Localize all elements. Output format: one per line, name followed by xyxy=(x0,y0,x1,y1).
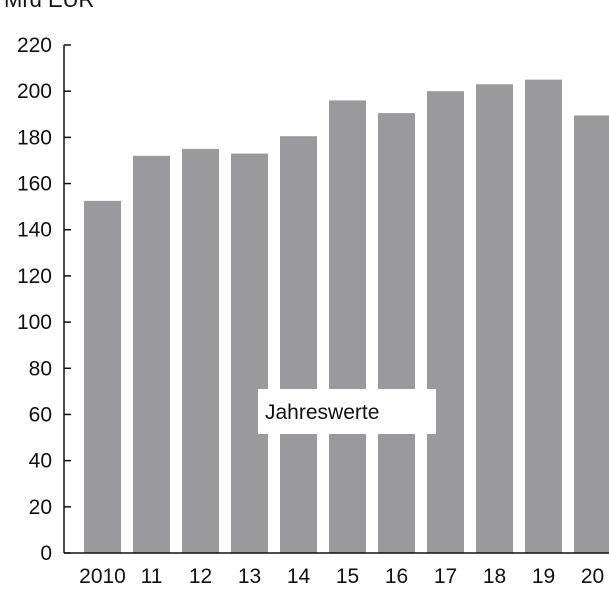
x-tick-label: 17 xyxy=(434,565,457,586)
bar-16 xyxy=(378,113,415,554)
bar-12 xyxy=(182,148,219,553)
x-tick-label: 18 xyxy=(483,565,506,586)
x-tick-label: 19 xyxy=(532,565,555,586)
y-tick-label: 160 xyxy=(17,173,52,196)
y-axis: 0 20 40 60 80 100 120 140 160 180 200 220 xyxy=(17,34,609,565)
y-tick-label: 120 xyxy=(17,265,52,288)
bar-11 xyxy=(133,155,170,553)
bar-15 xyxy=(329,100,366,553)
y-tick-label: 100 xyxy=(17,311,52,334)
bar-2010 xyxy=(84,200,121,553)
annotation-box xyxy=(258,389,436,434)
annotation-layer: Jahreswerte xyxy=(258,389,436,434)
x-tick-label: 11 xyxy=(141,565,163,586)
x-axis-tick-labels: 2010 11 12 13 14 15 16 17 18 19 20 xyxy=(79,565,604,588)
x-tick-label: 2010 xyxy=(79,565,126,586)
bar-18 xyxy=(476,84,513,553)
x-tick-label: 15 xyxy=(336,565,359,586)
y-tick-label: 80 xyxy=(29,357,52,380)
x-tick-label: 20 xyxy=(581,565,604,586)
x-tick-label: 12 xyxy=(189,565,212,586)
y-tick-label: 20 xyxy=(29,496,52,519)
y-tick-label: 60 xyxy=(29,403,52,426)
y-axis-unit-label: Mrd EUR xyxy=(4,0,94,13)
bar-17 xyxy=(427,91,464,553)
y-tick-label: 180 xyxy=(17,126,52,149)
y-tick-label: 0 xyxy=(40,542,52,565)
bar-13 xyxy=(231,153,268,553)
x-tick-label: 16 xyxy=(385,565,408,586)
bar-14 xyxy=(280,136,317,553)
y-tick-label: 140 xyxy=(17,219,52,242)
y-tick-label: 220 xyxy=(17,34,52,57)
y-tick-label: 40 xyxy=(29,450,52,473)
x-tick-label: 14 xyxy=(287,565,311,586)
y-tick-label: 200 xyxy=(17,80,52,103)
bar-20 xyxy=(574,115,609,553)
bars-layer xyxy=(84,79,609,554)
x-tick-label: 13 xyxy=(238,565,261,586)
annotation-jahreswerte: Jahreswerte xyxy=(265,401,379,424)
bar-19 xyxy=(525,79,562,554)
